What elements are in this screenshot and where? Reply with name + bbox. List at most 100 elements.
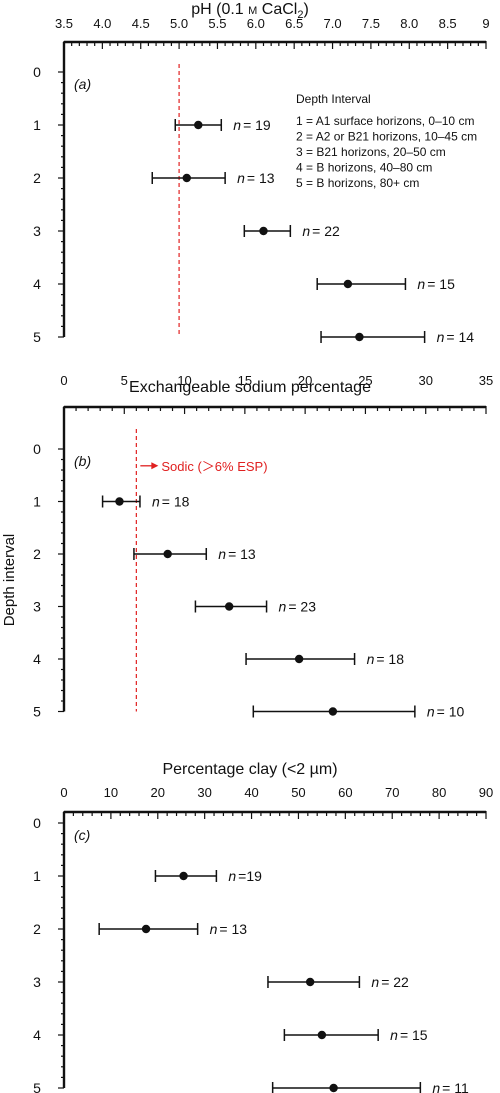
y-tick-label: 2 bbox=[33, 546, 41, 562]
mean-point bbox=[305, 977, 315, 987]
n-letter: n bbox=[417, 276, 425, 292]
x-tick-label: 70 bbox=[385, 785, 399, 800]
n-letter: n bbox=[390, 1027, 398, 1043]
y-tick-label: 5 bbox=[33, 1080, 41, 1093]
x-tick-label: 35 bbox=[479, 373, 493, 388]
x-tick-label: 25 bbox=[358, 373, 372, 388]
mean-point bbox=[194, 120, 203, 130]
y-tick-label: 4 bbox=[33, 1027, 41, 1043]
mean-point bbox=[179, 871, 188, 881]
legend-title: Depth Interval bbox=[296, 92, 371, 106]
y-tick-label: 4 bbox=[33, 651, 41, 667]
x-tick-label: 4.5 bbox=[132, 16, 150, 31]
n-label: n = 15 bbox=[417, 276, 455, 292]
n-letter: n bbox=[371, 974, 379, 990]
x-tick-label: 10 bbox=[104, 785, 118, 800]
x-tick-label: 8.0 bbox=[400, 16, 418, 31]
n-value: = 10 bbox=[437, 704, 465, 720]
mean-point bbox=[224, 602, 234, 611]
x-tick-label: 6.0 bbox=[247, 16, 265, 31]
y-tick-label: 3 bbox=[33, 599, 41, 615]
x-tick-label: 8.5 bbox=[439, 16, 457, 31]
x-tick-label: 10 bbox=[177, 373, 191, 388]
mean-point bbox=[317, 1030, 327, 1040]
n-letter: n bbox=[228, 868, 236, 884]
n-value: = 11 bbox=[442, 1080, 469, 1093]
y-tick-label: 3 bbox=[33, 223, 41, 239]
title-part: pH (0.1 bbox=[191, 1, 248, 18]
chart-title: pH (0.1 M CaCl2) bbox=[191, 1, 309, 21]
title-subscript: 2 bbox=[297, 9, 303, 21]
n-label: n = 19 bbox=[233, 117, 271, 133]
x-tick-label: 50 bbox=[291, 785, 305, 800]
n-letter: n bbox=[302, 223, 310, 239]
x-tick-label: 9 bbox=[482, 16, 489, 31]
x-tick-label: 20 bbox=[151, 785, 165, 800]
n-label: n = 18 bbox=[367, 651, 405, 667]
y-tick-label: 0 bbox=[33, 815, 41, 831]
x-tick-label: 7.0 bbox=[324, 16, 342, 31]
x-tick-label: 15 bbox=[238, 373, 252, 388]
y-tick-label: 5 bbox=[33, 704, 41, 720]
x-tick-label: 80 bbox=[432, 785, 446, 800]
x-tick-label: 7.5 bbox=[362, 16, 380, 31]
n-letter: n bbox=[427, 704, 435, 720]
n-label: n = 22 bbox=[371, 974, 409, 990]
y-tick-label: 5 bbox=[33, 329, 41, 345]
title-part: CaCl bbox=[257, 1, 297, 18]
title-part: ) bbox=[303, 1, 308, 18]
panel-a: pH (0.1 M CaCl2)3.5 4.0 4.5 5.0 5.5 6.0 6.5 7.0… bbox=[33, 1, 490, 345]
y-tick-label: 4 bbox=[33, 276, 41, 292]
x-tick-label: 90 bbox=[479, 785, 493, 800]
legend-item: 5 = B horizons, 80+ cm bbox=[296, 176, 419, 190]
mean-point bbox=[294, 654, 304, 664]
n-letter: n bbox=[367, 651, 375, 667]
y-tick-label: 2 bbox=[33, 170, 41, 186]
n-label: n = 22 bbox=[302, 223, 340, 239]
mean-point bbox=[115, 497, 124, 506]
title-unit: M bbox=[248, 5, 257, 17]
x-tick-label: 30 bbox=[197, 785, 211, 800]
legend-item: 3 = B21 horizons, 20–50 cm bbox=[296, 145, 446, 159]
panel-label: (a) bbox=[74, 76, 91, 92]
n-value: = 13 bbox=[228, 546, 256, 562]
n-value: = 23 bbox=[288, 599, 316, 615]
sodic-arrow-head bbox=[151, 462, 159, 470]
n-letter: n bbox=[437, 329, 445, 345]
legend-item: 1 = A1 surface horizons, 0–10 cm bbox=[296, 114, 474, 128]
mean-point bbox=[355, 332, 364, 342]
mean-point bbox=[343, 279, 353, 289]
panel-label: (c) bbox=[74, 827, 90, 843]
x-tick-label: 20 bbox=[298, 373, 312, 388]
x-tick-label: 0 bbox=[60, 785, 67, 800]
y-tick-label: 1 bbox=[33, 868, 41, 884]
x-tick-label: 60 bbox=[338, 785, 352, 800]
mean-point bbox=[329, 1083, 338, 1093]
n-value: = 22 bbox=[312, 223, 340, 239]
y-axis-label: Depth interval bbox=[1, 534, 18, 627]
n-letter: n bbox=[210, 921, 218, 937]
mean-point bbox=[259, 226, 268, 236]
chart-title: Percentage clay (<2 µm) bbox=[162, 761, 337, 778]
n-value: = 15 bbox=[400, 1027, 428, 1043]
legend-item: 2 = A2 or B21 horizons, 10–45 cm bbox=[296, 130, 477, 144]
n-letter: n bbox=[218, 546, 226, 562]
x-tick-label: 6.5 bbox=[285, 16, 303, 31]
mean-point bbox=[141, 924, 151, 934]
y-tick-label: 1 bbox=[33, 494, 41, 510]
n-letter: n bbox=[233, 117, 241, 133]
panel-c: Percentage clay (<2 µm)0 10 20 30 40 50 60 70 80… bbox=[33, 761, 493, 1093]
x-tick-label: 0 bbox=[60, 373, 67, 388]
n-label: n = 18 bbox=[152, 494, 190, 510]
x-tick-label: 5 bbox=[121, 373, 128, 388]
n-value: = 22 bbox=[381, 974, 409, 990]
panel-label: (b) bbox=[74, 453, 91, 469]
n-label: n = 13 bbox=[210, 921, 248, 937]
x-tick-label: 30 bbox=[418, 373, 432, 388]
n-label: n = 13 bbox=[237, 170, 275, 186]
x-tick-label: 5.5 bbox=[208, 16, 226, 31]
n-label: n = 11 bbox=[432, 1080, 469, 1093]
y-tick-label: 3 bbox=[33, 974, 41, 990]
